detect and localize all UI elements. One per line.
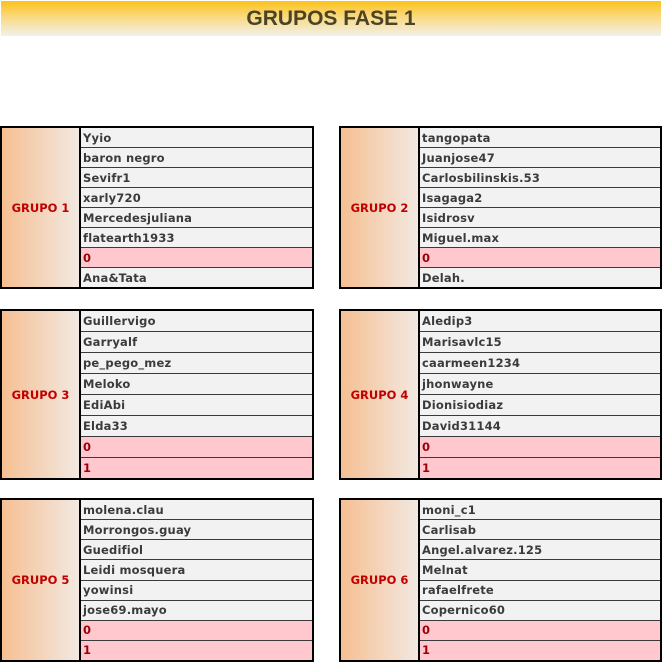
member-cell[interactable]: Guillervigo <box>81 311 312 332</box>
member-cell[interactable]: molena.clau <box>81 500 312 521</box>
member-cell[interactable]: 0 <box>81 248 312 268</box>
member-cell[interactable]: 0 <box>81 620 312 641</box>
group-label: GRUPO 5 <box>2 500 81 660</box>
member-cell[interactable]: flatearth1933 <box>81 228 312 248</box>
member-cell[interactable]: Carlisab <box>420 520 660 541</box>
group-3: GRUPO 3 Guillervigo Garryalf pe_pego_mez Mel… <box>0 309 314 480</box>
group-member-list: Guillervigo Garryalf pe_pego_mez Meloko EdiA… <box>81 311 312 478</box>
member-cell[interactable]: Isagaga2 <box>420 188 660 208</box>
group-2: GRUPO 2 tangopata Juanjose47 Carlosbilinski… <box>339 126 662 289</box>
member-cell[interactable]: Marisavlc15 <box>420 332 660 353</box>
member-cell[interactable]: jhonwayne <box>420 374 660 395</box>
page-title: GRUPOS FASE 1 <box>1 1 661 36</box>
group-label: GRUPO 1 <box>2 128 81 287</box>
member-cell[interactable]: EdiAbi <box>81 395 312 416</box>
group-1: GRUPO 1 Yyio baron negro Sevifr1 xarly720 Mer… <box>0 126 314 289</box>
group-5: GRUPO 5 molena.clau Morrongos.guay Guedifio… <box>0 498 314 662</box>
member-cell[interactable]: Juanjose47 <box>420 148 660 168</box>
member-cell[interactable]: tangopata <box>420 128 660 148</box>
member-cell[interactable]: David31144 <box>420 416 660 437</box>
group-label: GRUPO 6 <box>341 500 420 660</box>
group-member-list: tangopata Juanjose47 Carlosbilinskis.53 Isa… <box>420 128 660 287</box>
member-cell[interactable]: Miguel.max <box>420 228 660 248</box>
group-label: GRUPO 2 <box>341 128 420 287</box>
member-cell[interactable]: Copernico60 <box>420 600 660 621</box>
member-cell[interactable]: Garryalf <box>81 332 312 353</box>
member-cell[interactable]: moni_c1 <box>420 500 660 521</box>
member-cell[interactable]: rafaelfrete <box>420 580 660 601</box>
member-cell[interactable]: xarly720 <box>81 188 312 208</box>
member-cell[interactable]: caarmeen1234 <box>420 353 660 374</box>
member-cell[interactable]: 0 <box>420 620 660 641</box>
member-cell[interactable]: Isidrosv <box>420 208 660 228</box>
member-cell[interactable]: yowinsi <box>81 580 312 601</box>
member-cell[interactable]: 1 <box>81 458 312 478</box>
group-member-list: molena.clau Morrongos.guay Guedifiol Leidi … <box>81 500 312 660</box>
member-cell[interactable]: Guedifiol <box>81 540 312 561</box>
group-4: GRUPO 4 Aledip3 Marisavlc15 caarmeen1234 jho… <box>339 309 662 480</box>
member-cell[interactable]: 0 <box>420 248 660 268</box>
member-cell[interactable]: 0 <box>420 437 660 458</box>
member-cell[interactable]: jose69.mayo <box>81 600 312 621</box>
member-cell[interactable]: 1 <box>420 458 660 478</box>
member-cell[interactable]: Morrongos.guay <box>81 520 312 541</box>
member-cell[interactable]: baron negro <box>81 148 312 168</box>
member-cell[interactable]: Carlosbilinskis.53 <box>420 168 660 188</box>
member-cell[interactable]: Sevifr1 <box>81 168 312 188</box>
member-cell[interactable]: Dionisiodiaz <box>420 395 660 416</box>
member-cell[interactable]: 1 <box>420 640 660 660</box>
member-cell[interactable]: Yyio <box>81 128 312 148</box>
member-cell[interactable]: 1 <box>81 640 312 660</box>
group-member-list: Yyio baron negro Sevifr1 xarly720 Mercedesju… <box>81 128 312 287</box>
group-6: GRUPO 6 moni_c1 Carlisab Angel.alvarez.125 M… <box>339 498 662 662</box>
member-cell[interactable]: Mercedesjuliana <box>81 208 312 228</box>
member-cell[interactable]: 0 <box>81 437 312 458</box>
group-member-list: moni_c1 Carlisab Angel.alvarez.125 Melnat ra… <box>420 500 660 660</box>
group-member-list: Aledip3 Marisavlc15 caarmeen1234 jhonwayne D… <box>420 311 660 478</box>
member-cell[interactable]: Leidi mosquera <box>81 560 312 581</box>
group-label: GRUPO 3 <box>2 311 81 478</box>
member-cell[interactable]: Aledip3 <box>420 311 660 332</box>
member-cell[interactable]: Ana&Tata <box>81 268 312 287</box>
member-cell[interactable]: Elda33 <box>81 416 312 437</box>
member-cell[interactable]: Meloko <box>81 374 312 395</box>
member-cell[interactable]: Delah. <box>420 268 660 287</box>
member-cell[interactable]: Angel.alvarez.125 <box>420 540 660 561</box>
group-label: GRUPO 4 <box>341 311 420 478</box>
member-cell[interactable]: Melnat <box>420 560 660 581</box>
member-cell[interactable]: pe_pego_mez <box>81 353 312 374</box>
